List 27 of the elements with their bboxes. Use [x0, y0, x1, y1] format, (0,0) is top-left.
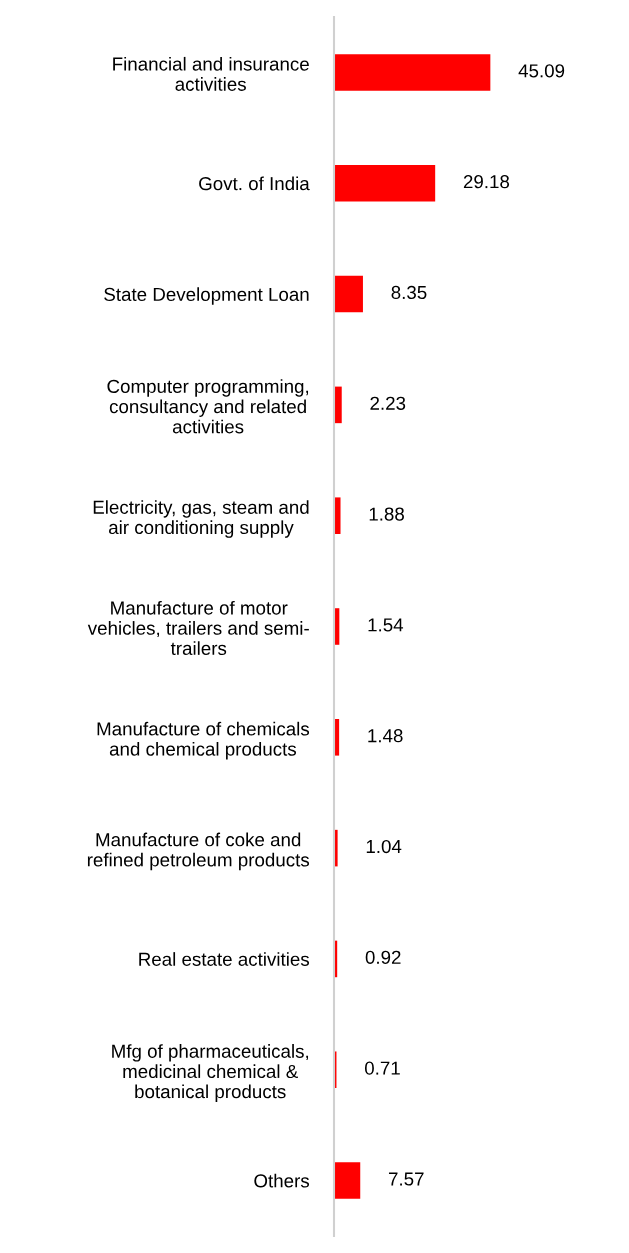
bar — [334, 1162, 361, 1199]
y-tick-label: Computer programming, consultancy and related activities — [107, 379, 309, 434]
data-label: 1.88 — [369, 507, 404, 521]
bar — [334, 497, 341, 534]
y-tick-label: Electricity, gas, steam and air conditioning supply — [93, 500, 309, 538]
data-label: 29.18 — [463, 175, 510, 189]
bar — [334, 54, 491, 91]
bar — [334, 164, 436, 202]
data-label: 1.04 — [366, 839, 402, 854]
bar — [334, 275, 363, 313]
y-tick-label: Mfg of pharmaceuticals, medicinal chemical & botanical products — [112, 1044, 309, 1102]
y-tick-label: Manufacture of motor vehicles, trailers and semi- trailers — [87, 600, 309, 656]
data-label: 0.71 — [364, 1061, 400, 1075]
data-label: 1.48 — [368, 729, 403, 743]
y-tick-label: Manufacture of coke and refined petroleum products — [87, 832, 310, 871]
data-label: 8.35 — [391, 285, 427, 300]
y-tick-label: Govt. of India — [199, 176, 310, 191]
y-tick-label: State Development Loan — [104, 287, 309, 305]
y-tick-label: Financial and insurance activities — [113, 56, 309, 91]
y-tick-label: Real estate activities — [139, 952, 310, 966]
data-label: 1.54 — [368, 618, 404, 632]
y-tick-label: Manufacture of chemicals and chemical products — [97, 721, 310, 760]
y-tick-label: Others — [254, 1173, 310, 1188]
data-label: 0.92 — [365, 950, 401, 964]
data-label: 7.57 — [388, 1172, 424, 1186]
data-label: 2.23 — [370, 396, 406, 410]
data-label: 45.09 — [518, 64, 565, 78]
